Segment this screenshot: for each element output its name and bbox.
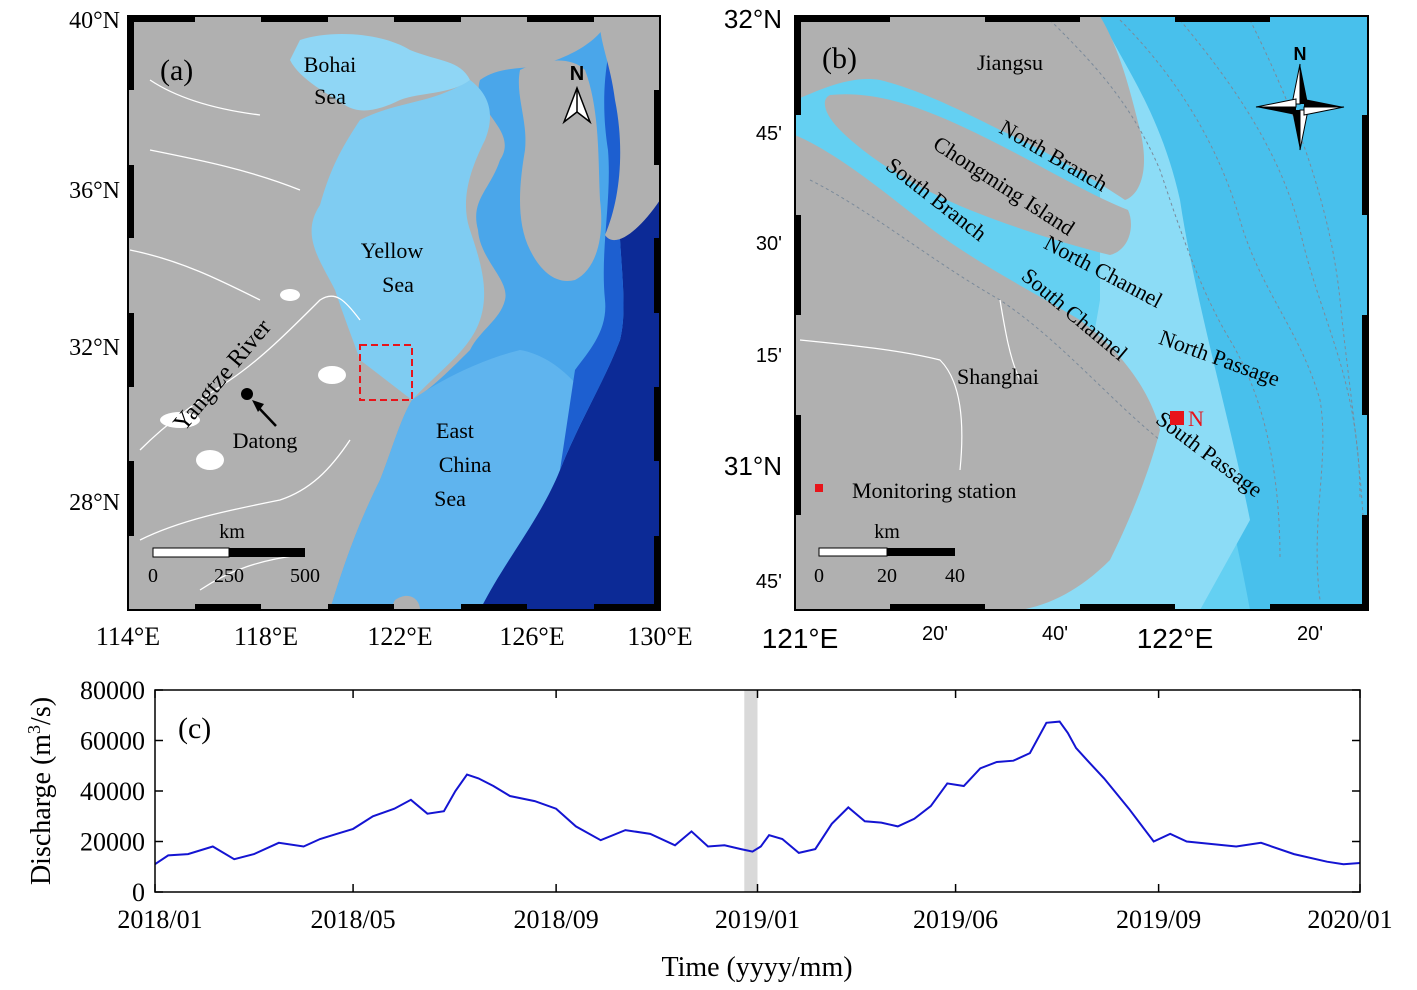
- panel-b-checker: [795, 16, 1368, 610]
- scale-a-tick-1: 250: [214, 565, 244, 587]
- compass-letter: N: [1294, 44, 1307, 64]
- a-lon-4: 130°E: [627, 622, 692, 651]
- x-tick-label: 2018/09: [513, 905, 598, 934]
- bohai-label-1: Bohai: [304, 52, 357, 77]
- a-lat-2: 32°N: [69, 335, 120, 361]
- panel-c-frame: [154, 689, 1361, 893]
- a-lat-3: 28°N: [69, 490, 120, 516]
- a-lon-2: 122°E: [367, 622, 432, 651]
- b-lat-3: 15': [756, 345, 782, 367]
- isobaths: [809, 19, 1366, 601]
- panel-b-shelf: [1000, 16, 1250, 610]
- scale-bar-a: km 0 250 500: [148, 521, 320, 587]
- x-tick-label: 2020/01: [1307, 905, 1392, 934]
- shanghai-label: Shanghai: [957, 364, 1039, 389]
- lakes: [160, 289, 346, 470]
- x-axis-ticks: 2018/01 2018/05 2018/09 2019/01 2019/06 2019/…: [117, 690, 1393, 934]
- b-lon-3: 122°E: [1137, 623, 1214, 654]
- scale-b-unit: km: [874, 521, 900, 543]
- b-lon-0: 121°E: [762, 623, 839, 654]
- panel-a: (a) Bohai Sea Yellow Sea East China Sea …: [69, 8, 693, 651]
- datong-arrow: [257, 406, 277, 427]
- station-label: N: [1188, 406, 1204, 431]
- x-axis-title: Time (yyyy/mm): [661, 952, 852, 983]
- y-tick-label: 60000: [80, 727, 145, 756]
- datong-point: [241, 388, 253, 400]
- panel-b: (b) Jiangsu North Branch Chongming Islan…: [724, 4, 1369, 654]
- scale-b-tick-1: 20: [877, 565, 897, 587]
- x-tick-label: 2019/01: [715, 905, 800, 934]
- y-axis-ticks: 0 20000 40000 60000 80000: [80, 676, 1360, 907]
- b-lat-2: 30': [756, 233, 782, 255]
- compass-icon: N: [1255, 44, 1345, 151]
- x-tick-label: 2018/05: [310, 905, 395, 934]
- b-lat-1: 45': [756, 123, 782, 145]
- bohai-label-2: Sea: [314, 84, 346, 109]
- a-lat-0: 40°N: [69, 8, 120, 34]
- jiangsu-label: Jiangsu: [977, 50, 1043, 75]
- scale-a-unit: km: [219, 521, 245, 543]
- y-tick-label: 40000: [80, 777, 145, 806]
- datong-label: Datong: [233, 428, 298, 453]
- deep-water: [480, 16, 660, 610]
- panel-b-label: (b): [822, 42, 857, 75]
- y-axis-title-pre: Discharge (m: [26, 734, 57, 885]
- y-tick-label: 80000: [80, 676, 145, 705]
- panel-a-checker: [128, 16, 660, 610]
- panel-c-label: (c): [178, 712, 211, 745]
- yellow-sea: [311, 80, 490, 400]
- shanghai-land: [795, 135, 1160, 610]
- slope-water: [560, 16, 624, 470]
- b-lon-2: 40': [1042, 623, 1068, 645]
- y-axis-title-sup: 3: [24, 725, 44, 734]
- discharge-series-line: [154, 720, 1361, 866]
- scale-b-tick-2: 40: [945, 565, 965, 587]
- b-lat-5: 45': [756, 571, 782, 593]
- jiangsu-land: [795, 16, 1145, 200]
- study-area-box: [359, 344, 413, 401]
- a-lon-3: 126°E: [499, 622, 564, 651]
- scale-b-tick-0: 0: [814, 565, 824, 587]
- y-tick-label: 20000: [80, 828, 145, 857]
- b-lat-4: 31°N: [724, 451, 782, 481]
- a-lon-0: 114°E: [96, 622, 160, 651]
- bohai-sea: [290, 34, 470, 111]
- ecs-label-2: China: [439, 452, 492, 477]
- japan: [599, 16, 660, 241]
- scale-a-tick-2: 500: [290, 565, 320, 587]
- roads: [799, 299, 1021, 471]
- highlight-band: [744, 690, 758, 892]
- yellow-sea-label-2: Sea: [382, 272, 414, 297]
- x-tick-label: 2018/01: [117, 905, 202, 934]
- panel-a-label: (a): [160, 54, 193, 87]
- north-arrow-letter: N: [570, 63, 584, 85]
- taiwan: [390, 595, 420, 610]
- ecs-label-3: Sea: [434, 486, 466, 511]
- y-axis-title: Discharge (m3/s): [24, 697, 57, 885]
- b-lat-0: 32°N: [724, 4, 782, 34]
- y-tick-label: 0: [132, 878, 145, 907]
- station-marker: [1170, 411, 1184, 425]
- north-arrow-icon: N: [562, 63, 592, 125]
- datong-arrowhead: [252, 400, 264, 412]
- legend-marker: [815, 484, 823, 492]
- b-lon-4: 20': [1297, 623, 1323, 645]
- legend-label: Monitoring station: [852, 478, 1016, 503]
- scale-a-tick-0: 0: [148, 565, 158, 587]
- a-lat-1: 36°N: [69, 178, 120, 204]
- yellow-sea-label-1: Yellow: [361, 238, 424, 263]
- y-axis-title-post: /s): [26, 697, 57, 725]
- korea: [518, 60, 602, 281]
- x-tick-label: 2019/09: [1116, 905, 1201, 934]
- b-lon-1: 20': [922, 623, 948, 645]
- ecs-label-1: East: [436, 418, 474, 443]
- a-lon-1: 118°E: [234, 622, 298, 651]
- chongming-land: [824, 94, 1131, 255]
- x-tick-label: 2019/06: [913, 905, 998, 934]
- scale-bar-b: km 0 20 40: [814, 521, 965, 587]
